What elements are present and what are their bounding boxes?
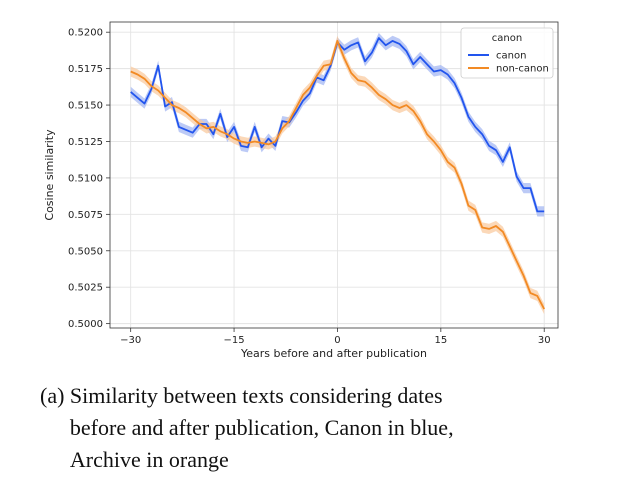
axis-ticks: −30 −15 0 15 30 0.5000 0.5025 0.5050 0.5075 0.510… — [68, 28, 551, 346]
line-chart: −30 −15 0 15 30 0.5000 0.5025 0.5050 0.5075 0.510… — [43, 21, 559, 360]
y-tick-label: 0.5175 — [68, 64, 103, 75]
y-tick-label: 0.5050 — [68, 246, 103, 257]
x-axis-label: Years before and after publication — [240, 347, 427, 360]
caption-row: (a) Similarity between texts considering… — [40, 380, 600, 476]
plot-frame — [109, 21, 559, 329]
legend-label-non-canon: non-canon — [496, 64, 549, 75]
legend-label-canon: canon — [496, 51, 526, 62]
series-line-non-canon — [130, 40, 545, 310]
y-tick-label: 0.5125 — [68, 137, 103, 148]
y-tick-label: 0.5100 — [68, 173, 103, 184]
legend-title: canon — [492, 33, 522, 44]
y-tick-label: 0.5200 — [68, 28, 103, 39]
x-tick-label: −15 — [224, 335, 245, 346]
figure-caption: (a) Similarity between texts considering… — [40, 380, 600, 476]
caption-label: (a) — [40, 383, 65, 408]
caption-line-1: Similarity between texts considering dat… — [69, 383, 443, 408]
y-tick-label: 0.5025 — [68, 283, 103, 294]
x-tick-label: 0 — [334, 335, 340, 346]
x-tick-label: 30 — [538, 335, 551, 346]
x-tick-label: 15 — [434, 335, 447, 346]
caption-line-2: before and after publication, Canon in b… — [69, 414, 454, 440]
caption-text: Similarity between texts considering dat… — [70, 380, 600, 476]
caption-line-3: Archive in orange — [69, 446, 229, 472]
series-lines — [130, 37, 545, 310]
x-tick-label: −30 — [120, 335, 141, 346]
legend-box — [460, 27, 554, 79]
y-tick-label: 0.5075 — [68, 210, 103, 221]
y-axis-label: Cosine similarity — [43, 129, 56, 221]
y-tick-label: 0.5150 — [68, 101, 103, 112]
y-tick-label: 0.5000 — [68, 319, 103, 330]
legend-items: canon non-canon — [468, 51, 549, 75]
legend: canon canon non-canon — [460, 27, 554, 79]
